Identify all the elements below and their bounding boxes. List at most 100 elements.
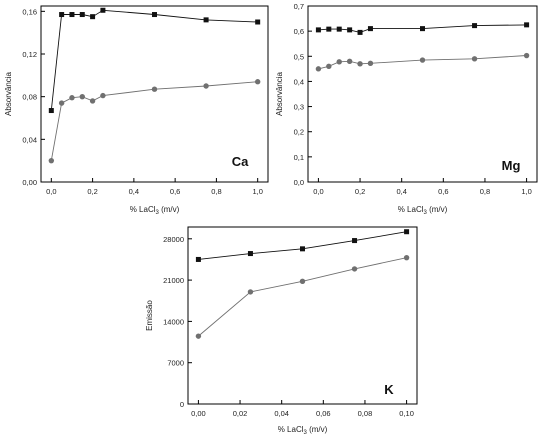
data-point-square [524, 22, 530, 28]
x-tick-label: 0,00 [191, 409, 206, 418]
y-tick-label: 0,16 [22, 7, 37, 16]
data-point-circle [58, 100, 65, 106]
data-point-square [100, 7, 106, 13]
y-tick-label: 0,7 [294, 2, 304, 11]
data-point-square [300, 246, 305, 252]
x-tick-label: 0,08 [358, 409, 373, 418]
x-tick-label: 0,6 [438, 187, 448, 196]
data-point-circle [203, 83, 209, 89]
series-line-1 [198, 231, 407, 260]
data-point-circle [100, 92, 106, 99]
data-point-square [367, 26, 373, 32]
x-tick-label: 0,8 [211, 187, 221, 196]
x-tick-label: 0,4 [129, 187, 139, 196]
data-point-circle [326, 63, 332, 70]
y-tick-label: 0,4 [294, 77, 304, 86]
data-point-circle [254, 79, 261, 85]
data-point-circle [523, 52, 530, 59]
y-tick-label: 0,12 [22, 50, 37, 59]
y-tick-label: 7000 [167, 359, 184, 368]
x-tick-label: 0,0 [313, 187, 323, 196]
x-tick-label: 1,0 [521, 187, 531, 196]
x-tick-label: 1,0 [252, 187, 262, 196]
data-point-circle [357, 61, 363, 67]
data-point-circle [89, 98, 96, 104]
y-tick-label: 0,6 [294, 27, 304, 36]
data-point-square [357, 29, 363, 35]
data-point-square [247, 251, 253, 257]
y-tick-label: 0,0 [294, 178, 304, 187]
data-point-circle [336, 59, 342, 65]
plot-frame [40, 5, 269, 183]
data-point-square [315, 27, 321, 33]
data-point-circle [299, 278, 306, 284]
data-point-square [336, 26, 342, 32]
y-tick-label: 0,08 [22, 93, 37, 102]
chart-panel-3: 0,00 0,02 0,04 0,06 0,08 0,10 0 7000 14000 21000 2… [145, 226, 418, 436]
data-point-square [59, 12, 65, 18]
chart-panel-2: 0,0 0,2 0,4 0,6 0,8 1,0 0,0 0,1 0,2 0,3 0,4 0,5 0,6 0… [275, 2, 538, 216]
data-point-square [352, 238, 358, 244]
data-point-circle [403, 254, 410, 261]
y-tick-label: 14000 [163, 317, 184, 326]
x-tick-label: 0,06 [316, 409, 331, 418]
y-tick-label: 0,2 [294, 128, 304, 137]
data-point-circle [195, 333, 202, 339]
x-axis-label: % LaCl3 (m/v) [398, 205, 448, 216]
data-point-square [90, 14, 96, 20]
data-point-circle [367, 60, 374, 67]
y-tick-label: 28000 [163, 235, 184, 244]
y-axis-label: Emissão [145, 300, 154, 331]
data-point-square [420, 26, 425, 32]
y-axis-label: Absorvância [4, 71, 13, 116]
x-tick-label: 0,10 [399, 409, 414, 418]
y-tick-label: 0,3 [294, 103, 304, 112]
y-tick-label: 0 [180, 400, 184, 409]
y-tick-label: 0,1 [294, 153, 304, 162]
plot-frame [307, 5, 538, 183]
x-tick-label: 0,4 [396, 187, 406, 196]
data-point-square [347, 27, 353, 33]
data-point-square [48, 108, 54, 114]
x-axis-label: % LaCl3 (m/v) [130, 205, 180, 216]
chart-panel-1: 0,0 0,2 0,4 0,6 0,8 1,0 0,00 0,04 0,08 0,12 0,16 % … [4, 5, 269, 216]
data-point-square [152, 12, 157, 18]
data-point-circle [69, 95, 75, 101]
series-line-2 [50, 81, 258, 161]
data-point-circle [79, 93, 85, 100]
x-tick-label: 0,2 [87, 187, 97, 196]
data-point-square [195, 256, 201, 262]
x-tick-label: 0,2 [355, 187, 365, 196]
data-point-square [326, 26, 332, 32]
data-point-square [203, 17, 209, 23]
element-label: K [384, 382, 394, 397]
data-point-circle [315, 66, 322, 72]
y-tick-label: 0,00 [22, 178, 37, 187]
data-point-circle [48, 157, 55, 164]
data-point-circle [471, 56, 478, 62]
data-point-square [472, 23, 478, 29]
x-tick-label: 0,0 [46, 187, 56, 196]
element-label: Ca [232, 154, 249, 169]
data-point-square [404, 229, 410, 235]
series-line-2 [198, 257, 407, 337]
data-point-circle [151, 86, 158, 92]
data-point-circle [247, 289, 254, 295]
data-point-square [79, 12, 85, 18]
data-point-square [69, 12, 75, 18]
y-axis-label: Absorvância [275, 71, 284, 116]
y-tick-label: 0,04 [22, 135, 37, 144]
data-point-circle [419, 57, 426, 63]
data-point-circle [346, 58, 353, 65]
data-point-circle [351, 266, 358, 272]
x-tick-label: 0,04 [274, 409, 289, 418]
x-tick-label: 0,02 [233, 409, 248, 418]
data-point-square [255, 19, 261, 25]
x-axis-label: % LaCl3 (m/v) [278, 425, 328, 436]
x-tick-label: 0,8 [480, 187, 490, 196]
y-tick-label: 21000 [163, 276, 184, 285]
element-label: Mg [502, 158, 521, 173]
x-tick-label: 0,6 [170, 187, 180, 196]
y-tick-label: 0,5 [294, 52, 304, 61]
